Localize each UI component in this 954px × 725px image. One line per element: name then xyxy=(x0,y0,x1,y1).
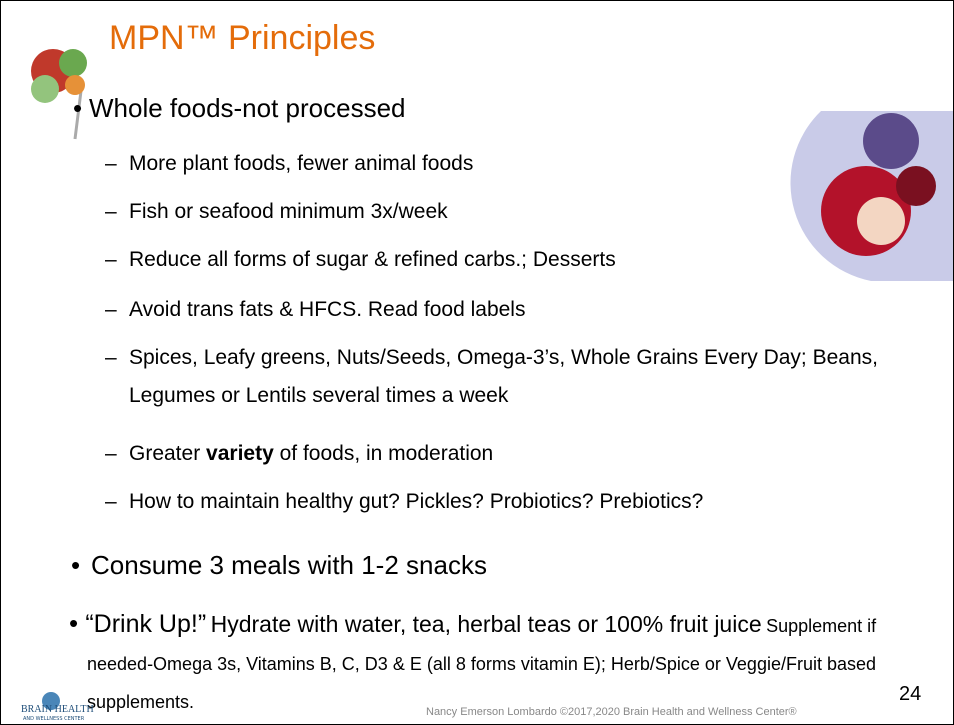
bullet-text: Hydrate with water, tea, herbal teas or … xyxy=(211,611,762,637)
page-number: 24 xyxy=(899,683,921,706)
slide-title: MPN™ Principles xyxy=(109,19,375,58)
bullet-text: Whole foods-not processed xyxy=(89,93,406,124)
bullet: • xyxy=(71,550,80,581)
logo-name: BRAIN HEALTH xyxy=(21,704,94,715)
bullet: • xyxy=(73,93,82,124)
sub-item-text: More plant foods, fewer animal foods xyxy=(129,145,949,183)
sub-item-text: How to maintain healthy gut? Pickles? Pr… xyxy=(129,483,949,521)
sub-item-text: Greater variety of foods, in moderation xyxy=(129,435,949,473)
text: of foods, in moderation xyxy=(280,442,494,465)
sub-item-text: Reduce all forms of sugar & refined carb… xyxy=(129,241,821,279)
sub-item: –Reduce all forms of sugar & refined car… xyxy=(1,241,821,281)
sub-item-text: Spices, Leafy greens, Nuts/Seeds, Omega-… xyxy=(129,339,944,415)
bullet-text: Consume 3 meals with 1-2 snacks xyxy=(91,550,487,581)
slide: MPN™ Principles • Whole foods-not proces… xyxy=(0,0,954,725)
logo-sub: AND WELLNESS CENTER xyxy=(23,716,84,722)
page: MPN™ Principles • Whole foods-not proces… xyxy=(0,0,954,725)
footer: Nancy Emerson Lombardo ©2017,2020 Brain … xyxy=(426,706,797,718)
bullet-paragraph: • “Drink Up!” Hydrate with water, tea, h… xyxy=(69,605,947,722)
bold-text: variety xyxy=(206,442,274,465)
sub-item-text: Fish or seafood minimum 3x/week xyxy=(129,193,949,231)
text: Greater xyxy=(129,442,200,465)
sub-item-text: Avoid trans fats & HFCS. Read food label… xyxy=(129,291,949,329)
veggie-fork-icon xyxy=(23,41,103,141)
lead-text: “Drink Up!” xyxy=(85,610,206,638)
